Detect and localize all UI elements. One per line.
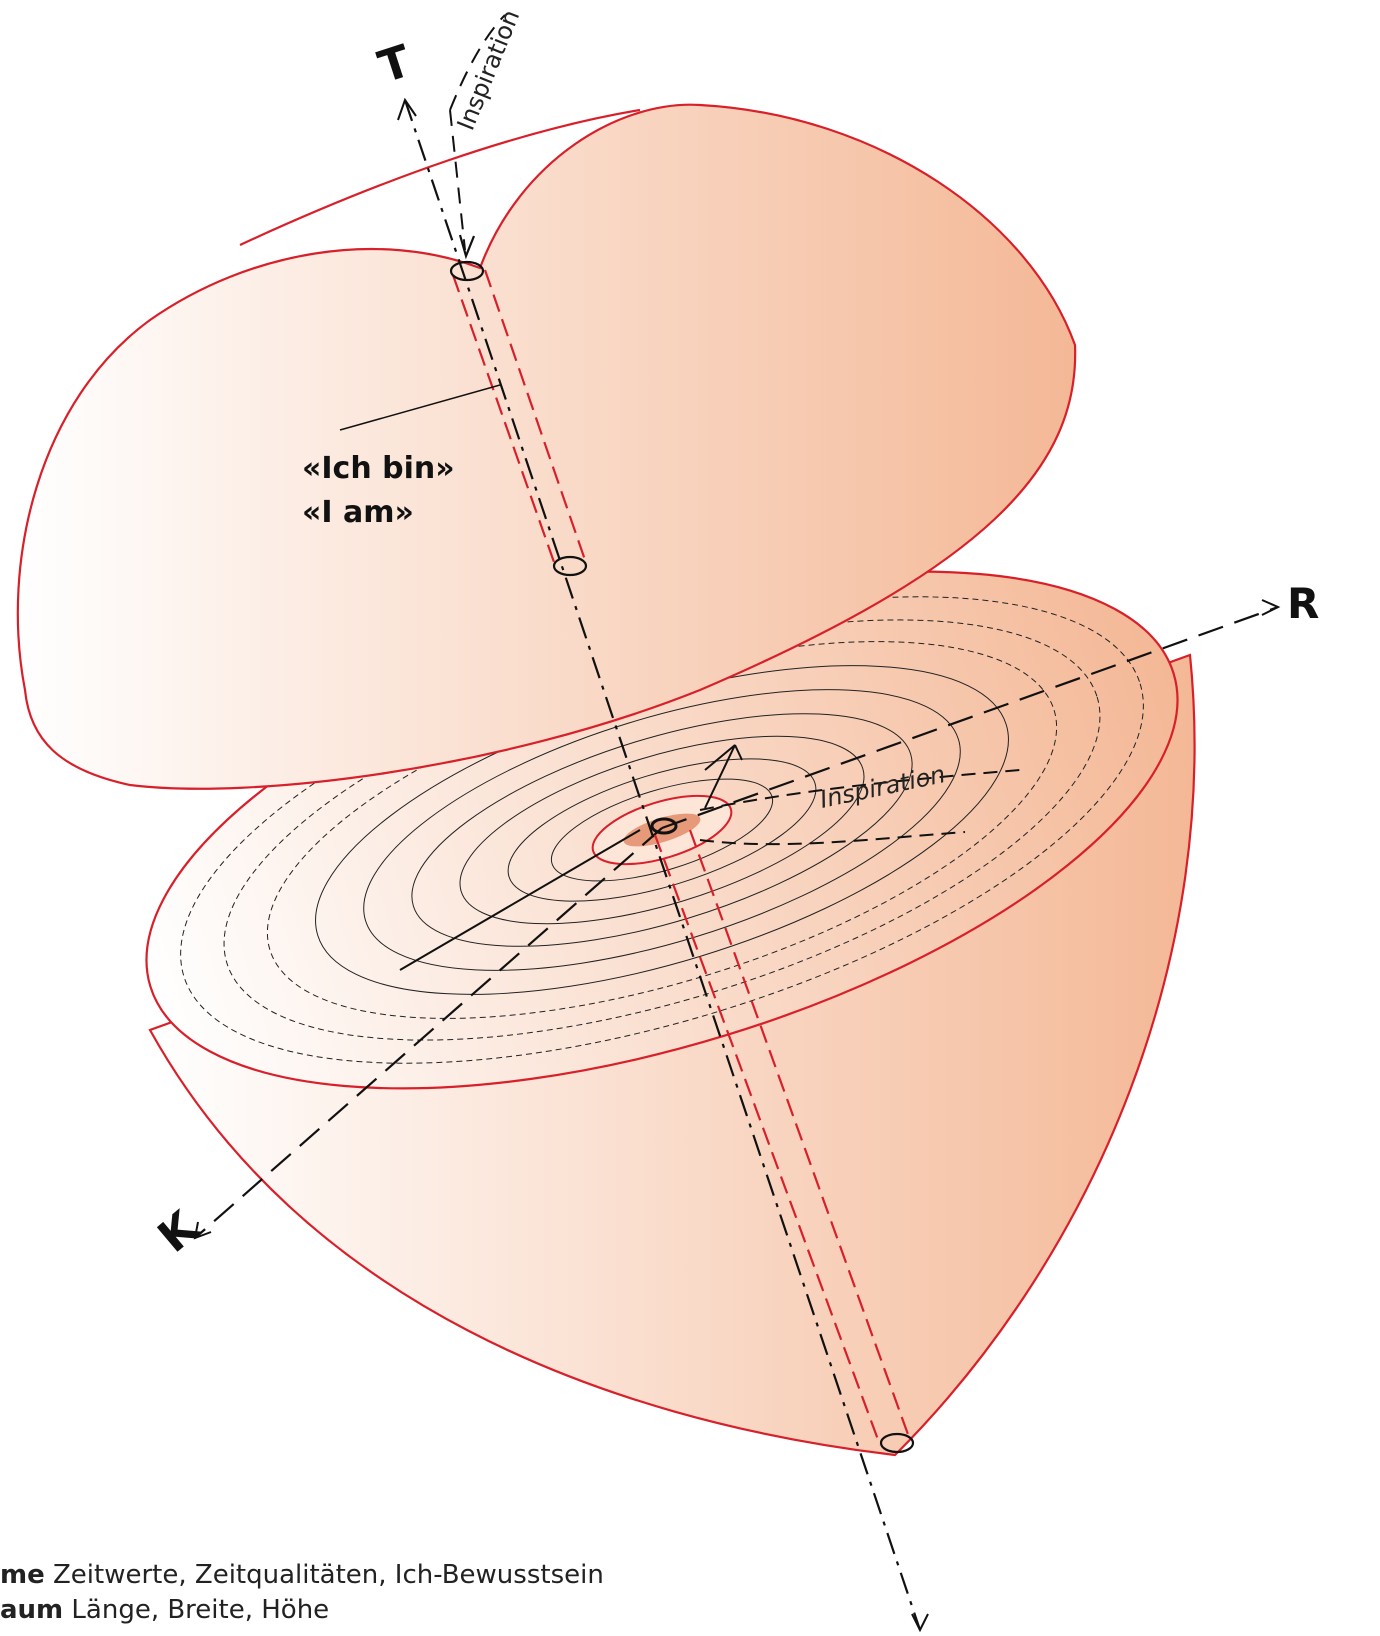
legend-term: me — [0, 1560, 45, 1590]
legend-row: me Zeitwerte, Zeitqualitäten, Ich-Bewuss… — [0, 1560, 604, 1590]
axis-label: T — [373, 36, 417, 94]
axes — [193, 14, 1281, 1633]
axis-label: R — [1287, 579, 1319, 628]
axis-label: K — [149, 1201, 209, 1263]
annotation: Inspiration — [452, 6, 526, 134]
legend-term: aum — [0, 1595, 63, 1625]
legend-text: Zeitwerte, Zeitqualitäten, Ich-Bewusstse… — [53, 1560, 604, 1590]
legend-row: aum Länge, Breite, Höhe — [0, 1595, 329, 1625]
label: «I am» — [302, 495, 414, 530]
legend-text: Länge, Breite, Höhe — [71, 1595, 329, 1625]
label: «Ich bin» — [302, 451, 455, 486]
